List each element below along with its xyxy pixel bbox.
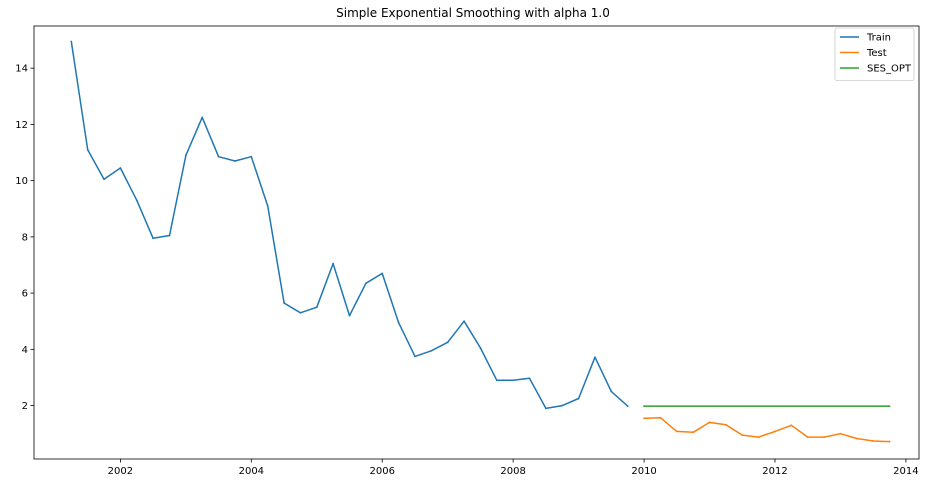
data-point-train bbox=[103, 178, 105, 181]
data-point-test bbox=[790, 424, 793, 427]
data-point-train bbox=[152, 237, 155, 240]
data-point-test bbox=[643, 417, 645, 420]
y-tick-label: 8 bbox=[22, 232, 28, 243]
data-point-train bbox=[119, 167, 122, 169]
data-point-test bbox=[855, 437, 858, 440]
data-point-train bbox=[70, 40, 73, 43]
x-tick-label: 2014 bbox=[893, 466, 918, 477]
data-point-train bbox=[414, 355, 416, 358]
data-point-train bbox=[512, 379, 515, 382]
legend-label-train: Train bbox=[866, 33, 891, 44]
data-point-train bbox=[168, 234, 171, 237]
x-tick-label: 2010 bbox=[631, 466, 656, 477]
axes-frame bbox=[33, 25, 920, 460]
data-point-train bbox=[479, 347, 482, 349]
data-point-test bbox=[823, 436, 825, 438]
data-point-train bbox=[544, 407, 547, 410]
x-tick-label: 2012 bbox=[762, 466, 787, 477]
data-point-test bbox=[708, 421, 711, 424]
plot-area: 2002 2004 2006 2008 2010 2012 2014 2 4 6 8 10 12 14 bbox=[15, 25, 920, 477]
legend-label-ses-opt: SES_OPT bbox=[867, 64, 912, 75]
data-point-test bbox=[888, 440, 891, 443]
data-point-test bbox=[757, 436, 760, 438]
data-point-train bbox=[332, 262, 335, 265]
data-point-train bbox=[495, 379, 498, 382]
data-point-train bbox=[201, 116, 204, 119]
data-point-test bbox=[872, 440, 875, 442]
data-point-train bbox=[234, 160, 236, 162]
data-point-train bbox=[86, 148, 89, 151]
data-point-train bbox=[348, 314, 351, 317]
x-tick-label: 2006 bbox=[370, 466, 395, 477]
data-point-train bbox=[397, 321, 400, 324]
data-point-train bbox=[446, 341, 449, 344]
data-point-test bbox=[839, 432, 842, 435]
chart-title: Simple Exponential Smoothing with alpha … bbox=[336, 6, 610, 20]
data-point-test bbox=[692, 431, 695, 434]
y-tick-label: 6 bbox=[22, 289, 28, 300]
series-line-test bbox=[644, 416, 890, 443]
y-tick-label: 12 bbox=[15, 120, 28, 131]
data-point-train bbox=[381, 272, 384, 275]
data-point-train bbox=[184, 154, 187, 157]
legend-label-test: Test bbox=[866, 48, 887, 59]
data-point-train bbox=[610, 390, 613, 393]
data-point-test bbox=[724, 423, 727, 426]
data-point-test bbox=[774, 430, 776, 433]
y-tick-label: 14 bbox=[15, 64, 28, 75]
data-point-train bbox=[135, 199, 138, 202]
data-point-train bbox=[217, 155, 220, 158]
data-point-train bbox=[250, 155, 253, 158]
data-point-train bbox=[463, 320, 465, 323]
data-point-test bbox=[659, 416, 662, 419]
data-point-test bbox=[675, 430, 678, 433]
x-tick-label: 2008 bbox=[500, 466, 525, 477]
data-point-train bbox=[577, 397, 580, 400]
legend: Train Test SES_OPT bbox=[834, 27, 915, 81]
series-line-train bbox=[70, 41, 629, 410]
x-tick-label: 2004 bbox=[239, 466, 264, 477]
data-point-train bbox=[561, 404, 564, 407]
data-point-test bbox=[806, 436, 809, 438]
data-point-ses-opt bbox=[888, 405, 891, 408]
y-tick-label: 2 bbox=[22, 401, 28, 412]
y-tick-label: 4 bbox=[22, 345, 28, 356]
data-point-train bbox=[266, 205, 269, 207]
data-point-train bbox=[528, 377, 531, 380]
data-point-train bbox=[626, 405, 629, 408]
data-point-train bbox=[364, 282, 367, 285]
data-point-train bbox=[283, 302, 285, 304]
data-point-train bbox=[430, 349, 433, 352]
data-point-train bbox=[299, 311, 302, 314]
data-point-test bbox=[741, 434, 744, 437]
x-tick-label: 2002 bbox=[108, 466, 133, 477]
data-point-train bbox=[315, 306, 318, 309]
data-point-ses-opt bbox=[643, 405, 645, 408]
data-point-train bbox=[594, 356, 596, 359]
y-tick-label: 10 bbox=[15, 176, 28, 187]
